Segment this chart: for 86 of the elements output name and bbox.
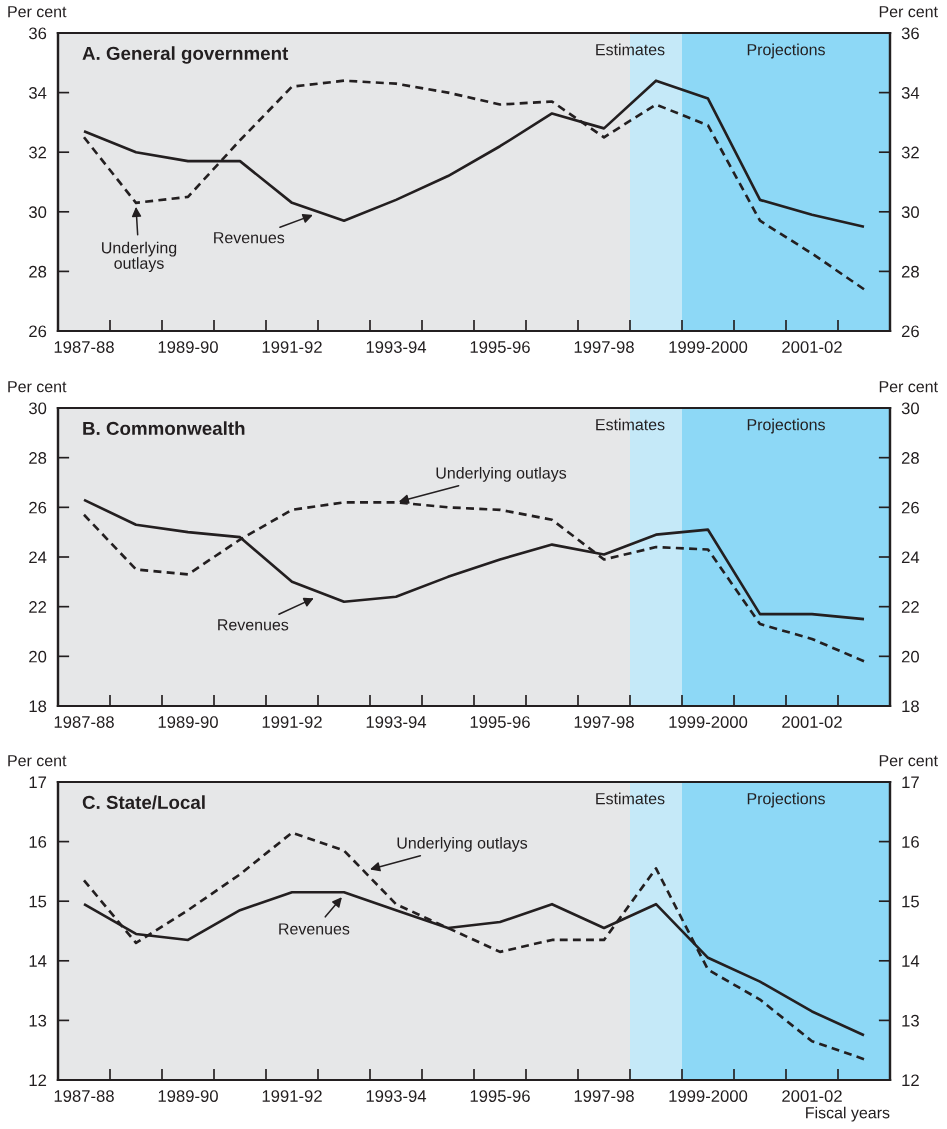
annotation: Revenues <box>214 232 285 244</box>
x-tick-label: 1995-96 <box>470 716 530 728</box>
line-series <box>82 831 866 1061</box>
y2-tick-label: 15 <box>902 895 919 908</box>
y2-axis-title: Per cent <box>879 6 938 18</box>
x-tick-label: 1987-88 <box>54 1090 114 1102</box>
y-tick-label: 12 <box>29 1074 47 1087</box>
y-tick-label: 30 <box>28 402 47 415</box>
x-tick-label: 1997-98 <box>574 716 634 728</box>
y2-tick-label: 26 <box>901 325 919 338</box>
annotation: Underlying outlays <box>436 466 567 482</box>
y2-tick-label: 34 <box>901 87 920 99</box>
y2-tick-label: 14 <box>902 955 920 967</box>
y2-tick-label: 30 <box>901 402 919 415</box>
x-tick-label: 1991-92 <box>262 341 322 353</box>
annotation: Revenues <box>218 619 289 631</box>
x-tick-label: 1999-2000 <box>669 1090 748 1102</box>
x-tick-label: 1987-88 <box>54 716 114 728</box>
annotation: Projections <box>747 792 825 808</box>
x-tick-label: 1999-2000 <box>669 716 748 728</box>
x-tick-label: 1993-94 <box>366 341 427 353</box>
y2-tick-label: 16 <box>902 836 919 848</box>
y2-tick-label: 30 <box>901 206 919 218</box>
y2-tick-label: 36 <box>901 27 919 40</box>
annotation: Projections <box>747 43 825 59</box>
x-tick-label: 1999-2000 <box>669 341 748 353</box>
y2-tick-label: 26 <box>901 501 919 514</box>
x-tick-label: 1995-96 <box>470 341 530 353</box>
x-tick-label: 1993-94 <box>366 1090 427 1102</box>
x-tick-label: 1991-92 <box>262 1090 322 1102</box>
y-axis-title: Per cent <box>8 755 67 767</box>
x-tick-label: 1987-88 <box>54 341 114 353</box>
x-tick-label: 2001-02 <box>782 716 842 728</box>
y2-tick-label: 17 <box>902 776 919 789</box>
y-tick-label: 16 <box>29 836 47 848</box>
x-tick-label: 1989-90 <box>158 716 218 728</box>
annotation: Projections <box>747 418 825 434</box>
annotation: Estimates <box>596 792 665 805</box>
y2-tick-label: 12 <box>902 1074 919 1087</box>
y-axis-title: Per cent <box>8 6 67 18</box>
y2-tick-label: 18 <box>902 700 919 713</box>
line-series <box>82 79 866 291</box>
text: A. General government <box>82 46 289 64</box>
y-tick-label: 22 <box>29 601 47 613</box>
y-tick-label: 34 <box>28 87 47 99</box>
y2-tick-label: 28 <box>901 452 919 464</box>
annotation: Underlying outlays <box>397 836 528 852</box>
x-tick-label: 1993-94 <box>366 716 427 728</box>
y2-tick-label: 24 <box>901 551 920 564</box>
x-tick-label: 1997-98 <box>574 1090 634 1102</box>
x-tick-label: 1991-92 <box>262 716 322 728</box>
y2-tick-label: 13 <box>902 1014 919 1027</box>
y-tick-label: 36 <box>28 27 47 40</box>
y-tick-label: 30 <box>28 206 47 218</box>
x-axis-title: Fiscal years <box>806 1106 890 1122</box>
text: C. State/Local <box>82 795 205 810</box>
x-tick-label: 1995-96 <box>470 1090 530 1102</box>
y-tick-label: 14 <box>29 955 47 967</box>
annotation: Estimates <box>596 43 665 56</box>
y2-tick-label: 28 <box>901 265 919 278</box>
y-tick-label: 17 <box>29 776 47 789</box>
y-axis-title: Per cent <box>8 381 67 393</box>
annotation: Estimates <box>596 418 665 431</box>
y-tick-label: 13 <box>29 1014 47 1027</box>
y-tick-label: 24 <box>29 551 47 564</box>
x-tick-label: 1997-98 <box>574 341 634 353</box>
y2-tick-label: 20 <box>901 650 919 663</box>
x-tick-label: 1989-90 <box>158 341 218 353</box>
x-tick-label: 2001-02 <box>782 1090 842 1102</box>
annotation: Underlying outlays <box>102 241 177 273</box>
y2-axis-title: Per cent <box>879 755 938 767</box>
y-tick-label: 26 <box>29 501 47 514</box>
y-tick-label: 32 <box>28 146 47 159</box>
y-tick-label: 28 <box>29 452 47 464</box>
annotation: Revenues <box>279 923 350 935</box>
y-tick-label: 18 <box>29 700 47 713</box>
y2-tick-label: 22 <box>901 601 919 613</box>
y2-tick-label: 32 <box>901 146 919 159</box>
y-tick-label: 20 <box>29 650 47 663</box>
x-tick-label: 1989-90 <box>158 1090 218 1102</box>
y-tick-label: 15 <box>29 895 47 908</box>
x-tick-label: 2001-02 <box>782 341 842 353</box>
y2-axis-title: Per cent <box>879 381 938 393</box>
y-tick-label: 28 <box>29 265 47 278</box>
text: B. Commonwealth <box>83 421 245 436</box>
y-tick-label: 26 <box>29 325 47 338</box>
